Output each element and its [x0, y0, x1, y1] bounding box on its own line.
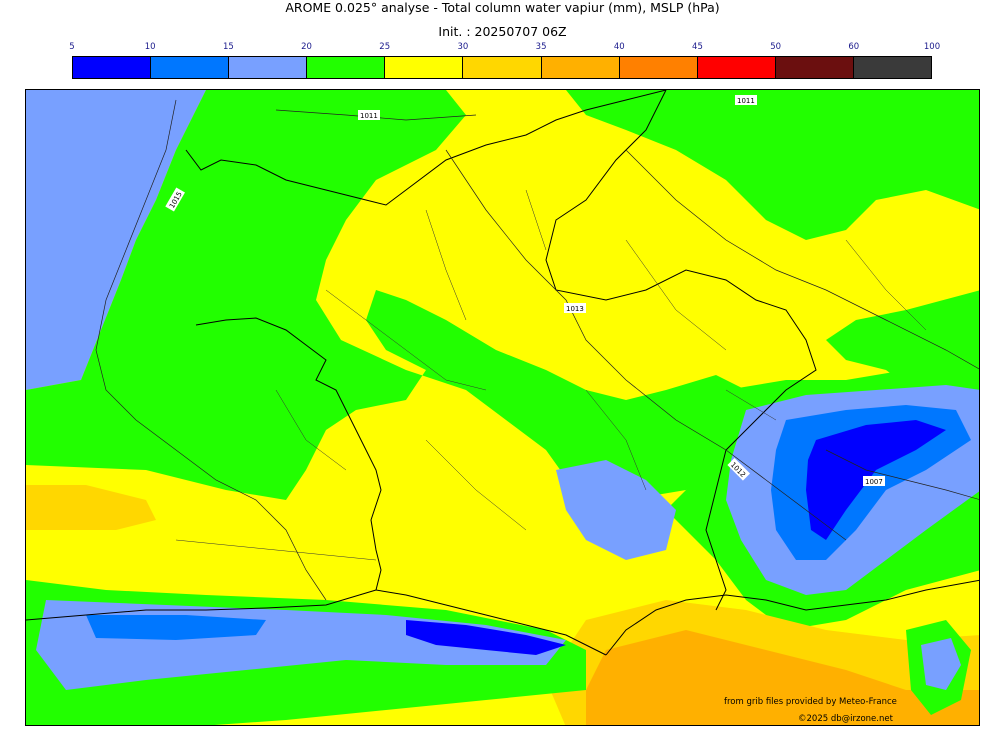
svg-text:1007: 1007 [865, 478, 883, 486]
colorbar-tick-label: 35 [535, 42, 547, 52]
colorbar-tick-label: 60 [848, 42, 860, 52]
med-coast [605, 579, 979, 656]
isobar-label-3: 1013 [564, 303, 586, 313]
isobar-label-1: 1011 [358, 110, 380, 120]
corsica-light-blue-region [921, 638, 961, 690]
weather-map: 1011 1015 1013 1011 1007 1012 from grib … [25, 89, 980, 726]
colorbar-tick-label: 50 [770, 42, 782, 52]
east-green-region [826, 290, 979, 400]
west-green-region [26, 90, 756, 500]
isobar-label-4: 1011 [735, 95, 757, 105]
colorbar-tick-label: 25 [379, 42, 391, 52]
colorbar-ticks: 5 10 15 20 25 30 35 40 45 50 60 100 [0, 42, 1005, 54]
colorbar-tick-label: 45 [692, 42, 703, 52]
colorbar-segment-9 [775, 57, 854, 78]
spain-north-coast [26, 589, 377, 621]
svg-text:1011: 1011 [737, 97, 755, 105]
colorbar-segment-2 [229, 57, 308, 78]
cantabria-mid-blue-region [86, 615, 266, 640]
colorbar-segment-1 [151, 57, 230, 78]
colorbar-tick-label: 10 [144, 42, 156, 52]
pyrenees-deep-blue-region [406, 620, 566, 655]
colorbar-segment-3 [307, 57, 386, 78]
colorbar-segment-5 [463, 57, 542, 78]
map-title: AROME 0.025° analyse - Total column wate… [285, 0, 720, 15]
french-border [545, 90, 817, 611]
brittany-coast [195, 317, 382, 591]
colorbar-tick-label: 30 [457, 42, 469, 52]
colorbar-tick-label: 100 [923, 42, 941, 52]
colorbar-segment-0 [73, 57, 152, 78]
isobar-1007 [825, 449, 979, 500]
svg-text:1011: 1011 [360, 112, 378, 120]
alps-deep-blue-region [806, 420, 946, 540]
svg-text:1013: 1013 [566, 305, 584, 313]
spain-border [375, 589, 607, 656]
colorbar-tick-label: 5 [69, 42, 75, 52]
colorbar-tick-label: 20 [301, 42, 312, 52]
colorbar-segment-6 [541, 57, 620, 78]
isobar-label-5: 1007 [863, 476, 885, 486]
northeast-green-region [566, 90, 979, 240]
init-time: Init. : 20250707 06Z [438, 24, 567, 39]
massif-light-blue-region [556, 460, 676, 560]
map-canvas: 1011 1015 1013 1011 1007 1012 [26, 90, 979, 725]
colorbar-segment-10 [853, 57, 932, 78]
data-source-credit: from grib files provided by Meteo-France [724, 697, 897, 707]
internal-borders [175, 189, 927, 561]
isobar-1013 [445, 149, 847, 541]
bay-gold-region [26, 485, 156, 530]
atlantic-light-blue-region [26, 90, 206, 390]
colorbar-segment-8 [697, 57, 776, 78]
coastline [185, 90, 667, 206]
colorbar-tick-label: 40 [613, 42, 625, 52]
colorbar-segment-4 [385, 57, 464, 78]
mediterranean-orange-region [586, 630, 979, 725]
copyright-credit: ©2025 db@irzone.net [798, 714, 893, 724]
colorbar-tick-label: 15 [222, 42, 234, 52]
colorbar-segment-7 [619, 57, 698, 78]
colorbar [72, 56, 932, 79]
isobar-1015 [95, 99, 327, 601]
